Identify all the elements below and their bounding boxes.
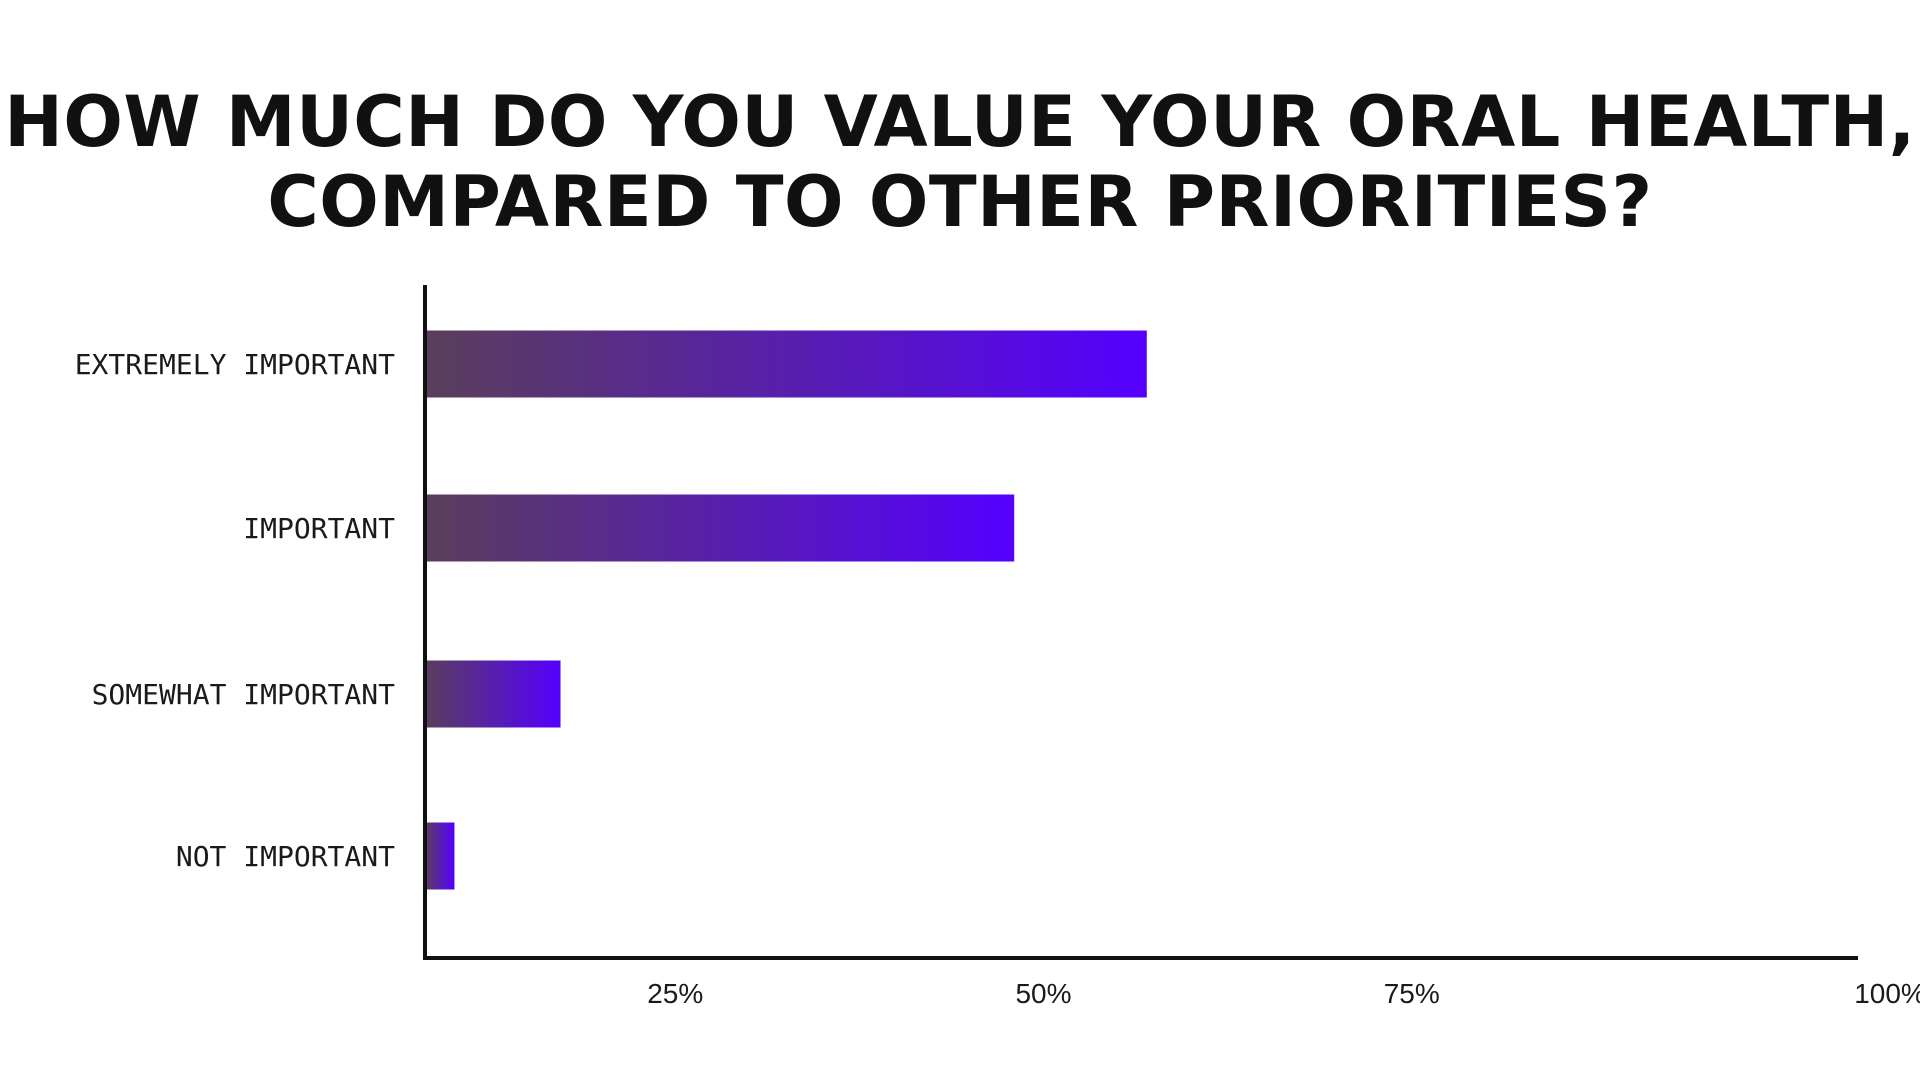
chart-title: HOW MUCH DO YOU VALUE YOUR ORAL HEALTH, … [0, 82, 1920, 242]
x-tick-labels: 25% 50% 75% 100% [647, 978, 1920, 1009]
x-tick-label: 25% [647, 978, 703, 1009]
category-label: EXTREMELY IMPORTANT [75, 348, 395, 381]
bar-important [425, 494, 1015, 562]
chart-title-line-2: COMPARED TO OTHER PRIORITIES? [267, 161, 1653, 243]
category-label: IMPORTANT [243, 512, 395, 545]
axes [423, 285, 1858, 960]
x-tick-label: 75% [1384, 978, 1440, 1009]
bars-layer [425, 330, 1147, 890]
bar-not-important [425, 822, 455, 890]
x-tick-label: 100% [1854, 978, 1920, 1009]
x-tick-label: 50% [1015, 978, 1071, 1009]
bar-extremely-important [425, 330, 1147, 398]
chart-title-line-1: HOW MUCH DO YOU VALUE YOUR ORAL HEALTH, [4, 81, 1916, 163]
category-labels: EXTREMELY IMPORTANT IMPORTANT SOMEWHAT IMP… [75, 348, 395, 873]
category-label: NOT IMPORTANT [176, 840, 395, 873]
category-label: SOMEWHAT IMPORTANT [92, 678, 396, 711]
bar-somewhat-important [425, 660, 561, 728]
